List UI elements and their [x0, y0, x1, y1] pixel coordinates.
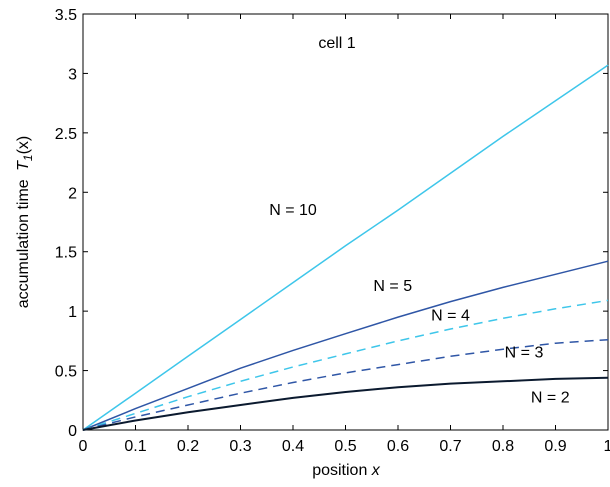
x-tick-label: 0.7 [439, 438, 461, 455]
series-line-n2 [82, 376, 609, 431]
x-tick-label: 0.8 [492, 438, 514, 455]
series-label-n3: N = 3 [505, 344, 544, 361]
series-line-n4 [82, 299, 609, 431]
y-tick-label: 2 [68, 185, 77, 202]
x-tick-label: 0.4 [282, 438, 304, 455]
y-axis-ticks: 0 0.5 1 1.5 2 2.5 3 3.5 [55, 7, 608, 440]
x-tick-label: 1 [604, 438, 610, 455]
x-axis-ticks: 0 0.1 0.2 0.3 0.4 0.5 0.6 0.7 0.8 0.9 1 [79, 14, 610, 455]
y-tick-label: 2.5 [55, 126, 77, 143]
series-line-n5 [82, 260, 609, 431]
x-tick-label: 0.3 [229, 438, 251, 455]
series-label-n2: N = 2 [531, 390, 570, 407]
y-axis-label: accumulation time T1(x) [15, 136, 35, 309]
x-tick-label: 0.6 [387, 438, 409, 455]
series-lines [82, 64, 609, 431]
y-tick-label: 3 [68, 66, 77, 83]
series-label-n4: N = 4 [431, 308, 470, 325]
x-tick-label: 0.2 [177, 438, 199, 455]
x-tick-label: 0 [79, 438, 88, 455]
x-tick-label: 0.5 [334, 438, 356, 455]
y-tick-label: 3.5 [55, 7, 77, 24]
y-tick-label: 0 [68, 423, 77, 440]
y-tick-label: 1.5 [55, 245, 77, 262]
series-line-n10 [82, 64, 609, 431]
x-tick-label: 0.9 [544, 438, 566, 455]
x-tick-label: 0.1 [124, 438, 146, 455]
x-axis-label: position x [312, 462, 381, 479]
series-labels: N = 10 N = 5 N = 4 N = 3 N = 2 [269, 202, 569, 407]
plot-area [82, 13, 609, 431]
y-tick-label: 1 [68, 304, 77, 321]
y-tick-label: 0.5 [55, 364, 77, 381]
series-label-n10: N = 10 [269, 202, 317, 219]
annotation-cell: cell 1 [318, 35, 355, 52]
series-label-n5: N = 5 [373, 278, 412, 295]
